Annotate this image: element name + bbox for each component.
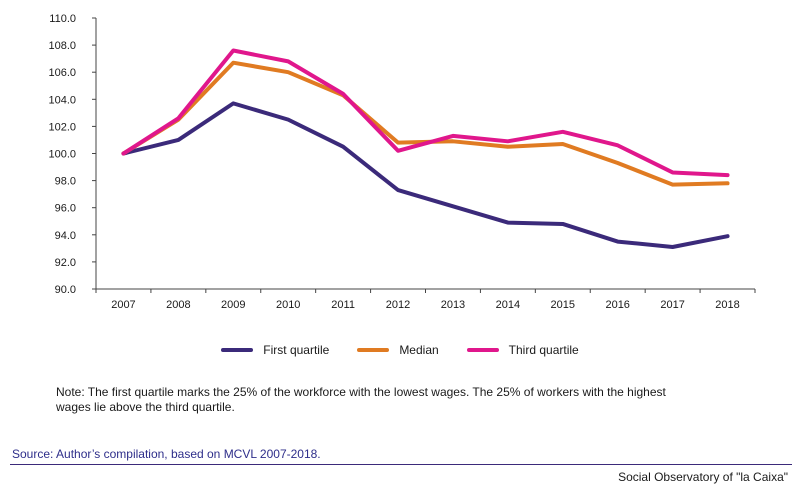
x-tick-label: 2018: [715, 299, 739, 311]
y-tick-label: 104.0: [48, 94, 76, 106]
x-tick-label: 2012: [386, 299, 410, 311]
legend-item: Third quartile: [466, 343, 579, 357]
y-tick-label: 98.0: [55, 176, 76, 188]
x-tick-label: 2009: [221, 299, 245, 311]
x-tick-label: 2017: [660, 299, 684, 311]
series-layer: [121, 48, 730, 249]
y-tick-label: 100.0: [48, 149, 76, 161]
credit-line: Social Observatory of "la Caixa": [618, 470, 788, 484]
x-tick-label: 2010: [276, 299, 300, 311]
x-tick-label: 2016: [605, 299, 629, 311]
divider: [10, 464, 792, 465]
x-tick-label: 2008: [166, 299, 190, 311]
legend-item: First quartile: [221, 343, 329, 357]
x-axis: 2007 2008 2009 2010 2011 2012 2013 2014 2015 2016…: [95, 288, 756, 311]
x-tick-label: 2015: [551, 299, 575, 311]
series-line-third-quartile: [121, 48, 730, 178]
x-tick-label: 2007: [111, 299, 135, 311]
legend-swatch: [357, 348, 390, 352]
legend-swatch: [221, 348, 254, 352]
x-tick-label: 2011: [331, 299, 355, 311]
legend-label: Median: [399, 343, 439, 357]
legend-item: Median: [357, 343, 439, 357]
y-tick-label: 92.0: [55, 257, 76, 269]
y-tick-label: 106.0: [48, 67, 76, 79]
y-tick-label: 94.0: [55, 230, 76, 242]
x-tick-label: 2014: [496, 299, 520, 311]
legend-label: Third quartile: [508, 343, 579, 357]
legend: First quartile Median Third quartile: [0, 343, 800, 357]
line-chart: 90.0 92.0 94.0 96.0 98.0 100.0 102.0 104.0 106.0…: [48, 13, 756, 311]
y-tick-label: 96.0: [55, 203, 76, 215]
series-line-median: [121, 60, 730, 187]
x-tick-label: 2013: [441, 299, 465, 311]
legend-swatch: [466, 348, 499, 352]
y-tick-label: 90.0: [55, 284, 76, 296]
legend-label: First quartile: [263, 343, 330, 357]
y-tick-label: 102.0: [48, 121, 76, 133]
y-tick-label: 108.0: [48, 40, 76, 52]
y-axis: 90.0 92.0 94.0 96.0 98.0 100.0 102.0 104.0 106.0…: [48, 13, 97, 296]
source-line: Source: Author’s compilation, based on M…: [12, 447, 321, 461]
series-line-first-quartile: [121, 101, 730, 249]
chart-note: Note: The first quartile marks the 25% o…: [56, 385, 666, 414]
y-tick-label: 110.0: [49, 13, 76, 25]
